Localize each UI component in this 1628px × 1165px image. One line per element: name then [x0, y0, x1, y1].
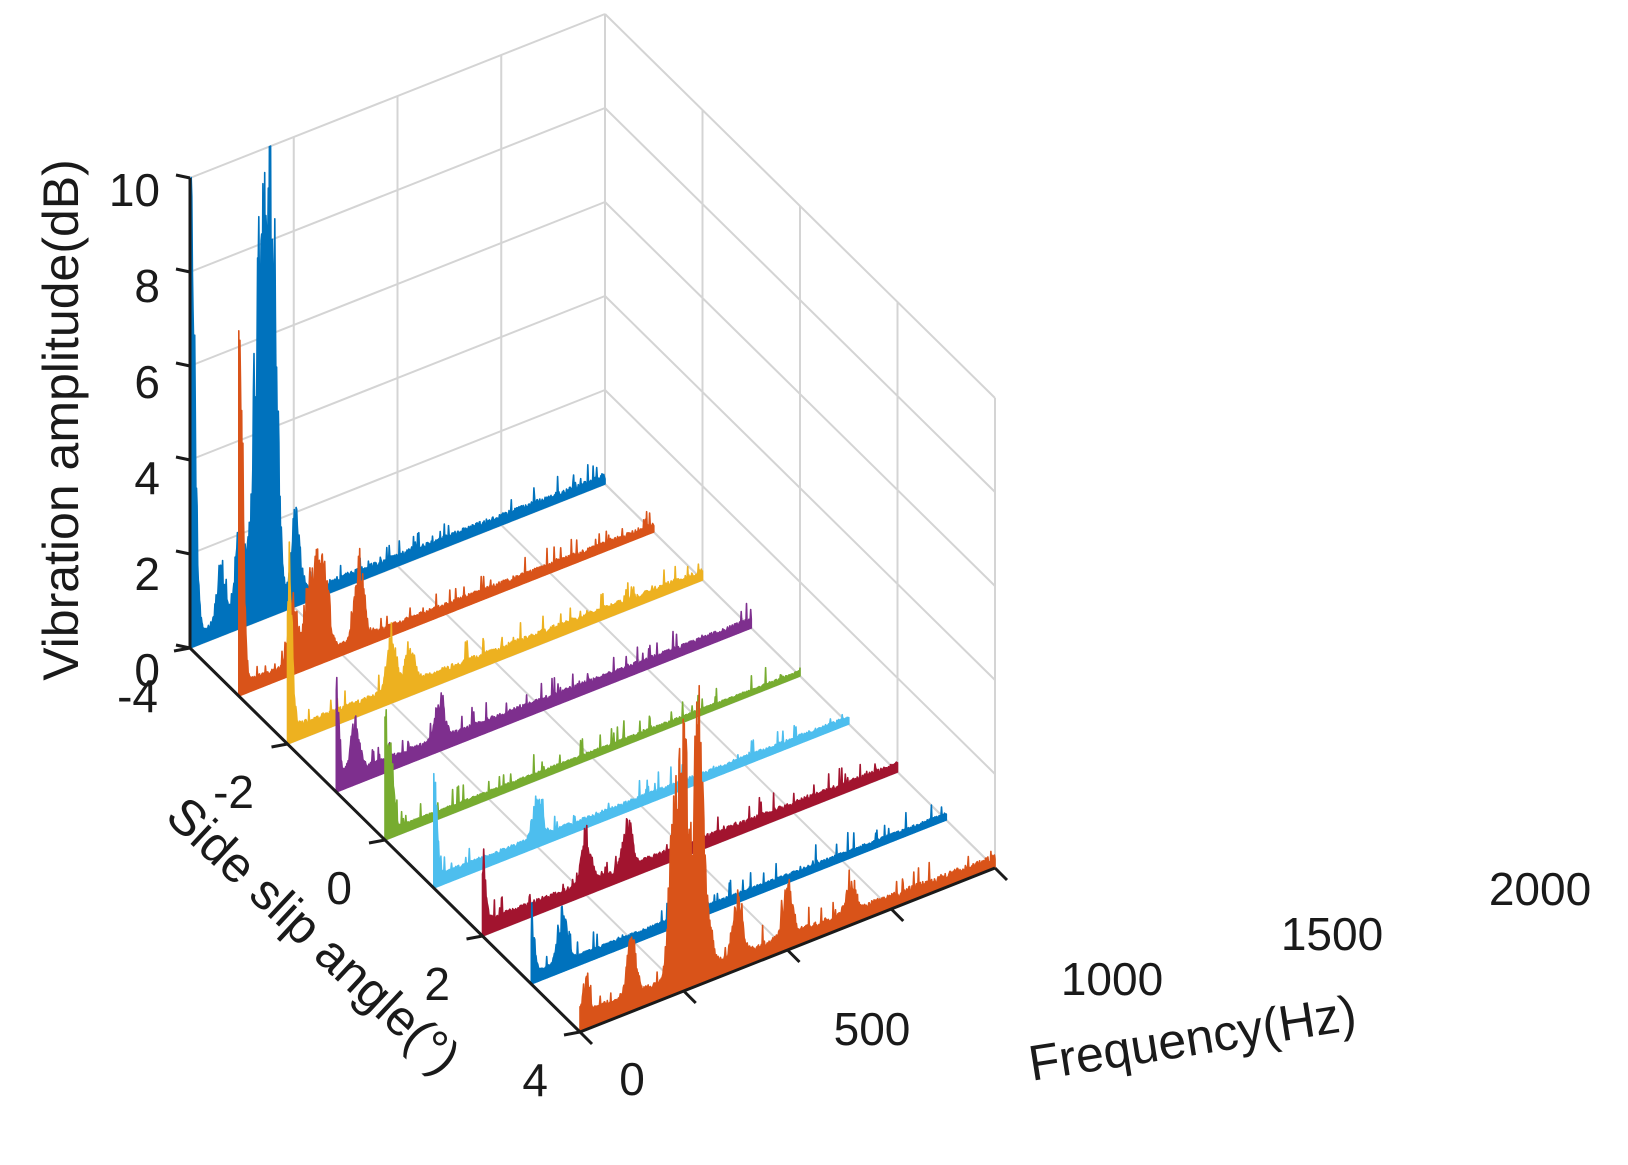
series--3°	[238, 330, 655, 697]
series-trace	[335, 602, 753, 793]
z-tick-label: 8	[134, 260, 160, 312]
grid-line	[604, 295, 996, 681]
z-tick-label: 2	[134, 548, 160, 600]
y-axis-label: Side slip angle(°)	[156, 786, 471, 1085]
y-tick-mark	[271, 742, 288, 749]
grid-line	[604, 389, 996, 775]
x-tick-label: 2000	[1489, 863, 1591, 915]
x-tick-labels: 0 500 1000 1500 2000	[619, 863, 1591, 1105]
grid-line	[604, 13, 996, 399]
series-trace	[433, 713, 850, 889]
axis-layer	[173, 173, 1009, 1046]
y-tick-label: -2	[213, 766, 254, 818]
x-tick-label: 1000	[1061, 953, 1163, 1005]
y-tick-mark	[368, 838, 386, 845]
z-tick-label: 4	[134, 452, 160, 504]
x-tick-mark	[578, 1030, 594, 1046]
x-tick-label: 1500	[1281, 908, 1383, 960]
x-tick-mark	[890, 907, 905, 923]
z-tick-label: 6	[134, 356, 160, 408]
y-tick-mark	[466, 934, 483, 941]
z-tick-mark	[175, 361, 191, 368]
series-trace	[579, 684, 996, 1033]
z-axis-label: Vibration amplitude(dB)	[33, 159, 89, 681]
z-tick-mark	[175, 549, 191, 556]
series-trace	[286, 541, 704, 745]
x-tick-label: 0	[619, 1053, 645, 1105]
x-tick-label: 500	[834, 1003, 911, 1055]
y-tick-label: -4	[117, 670, 158, 722]
z-tick-mark	[175, 267, 191, 274]
z-tick-labels: 0 2 4 6 8 10	[109, 164, 160, 696]
series--2°	[286, 541, 704, 745]
y-tick-mark	[563, 1030, 581, 1037]
y-tick-label: 2	[424, 958, 450, 1010]
series-trace	[238, 330, 655, 697]
grid-line	[189, 13, 606, 179]
series-trace	[481, 761, 899, 937]
series--1°	[335, 602, 753, 793]
y-tick-mark	[173, 646, 191, 653]
series-2°	[481, 761, 899, 937]
z-tick-mark	[175, 455, 191, 462]
series-1°	[433, 713, 850, 889]
y-tick-label: 0	[326, 862, 352, 914]
series-layer	[189, 145, 996, 1033]
x-tick-mark	[682, 989, 697, 1005]
y-tick-labels: -4 -2 0 2 4	[117, 670, 548, 1106]
z-tick-label: 0	[134, 644, 160, 696]
series-trace	[384, 666, 801, 841]
grid-line	[604, 201, 996, 587]
z-tick-label: 10	[109, 164, 160, 216]
series-4°	[579, 684, 996, 1033]
z-tick-mark	[175, 173, 191, 180]
x-tick-mark	[786, 948, 801, 964]
grid-line	[604, 107, 996, 493]
series-0°	[384, 666, 801, 841]
x-tick-mark	[993, 866, 1009, 882]
y-tick-label: 4	[522, 1054, 548, 1106]
